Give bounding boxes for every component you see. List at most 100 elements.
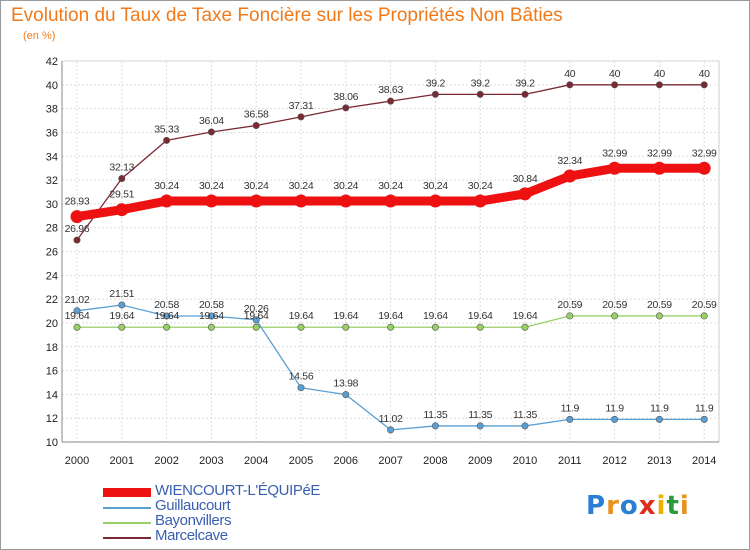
data-label: 11.35 xyxy=(468,409,492,421)
data-point xyxy=(297,384,305,392)
data-label: 14.56 xyxy=(289,371,314,383)
data-label: 20.59 xyxy=(602,299,627,311)
proxiti-logo: Proxiti xyxy=(586,491,690,521)
data-label: 39.2 xyxy=(471,77,491,89)
data-point xyxy=(697,161,711,175)
data-point xyxy=(384,194,398,208)
data-label: 19.64 xyxy=(468,310,493,322)
data-label: 36.58 xyxy=(244,109,269,121)
data-point xyxy=(655,312,663,320)
legend-label-wiencourt: WIENCOURT-L'ÉQUIPéE xyxy=(155,482,321,499)
data-point xyxy=(73,236,81,244)
x-tick-label: 2012 xyxy=(602,455,626,467)
data-label: 40 xyxy=(564,68,576,80)
data-label: 11.9 xyxy=(605,402,624,414)
data-label: 19.64 xyxy=(513,310,538,322)
x-tick-label: 2009 xyxy=(468,455,492,467)
x-tick-label: 2005 xyxy=(289,455,313,467)
data-label: 30.24 xyxy=(333,180,358,192)
data-point xyxy=(160,194,174,208)
data-label: 29.51 xyxy=(109,189,134,201)
data-label: 26.96 xyxy=(65,223,90,235)
x-tick-label: 2014 xyxy=(692,455,716,467)
data-label: 19.64 xyxy=(154,310,179,322)
chart-unit-label: (en %) xyxy=(23,30,56,42)
x-tick-label: 2001 xyxy=(110,455,134,467)
data-label: 30.84 xyxy=(513,173,538,185)
data-point xyxy=(118,175,126,183)
data-point xyxy=(297,323,305,331)
y-tick-label: 30 xyxy=(46,199,58,211)
legend-label-bayonvillers: Bayonvillers xyxy=(155,512,232,529)
data-label: 40 xyxy=(699,68,711,80)
data-point xyxy=(611,81,619,89)
data-label: 38.06 xyxy=(333,91,358,103)
y-tick-label: 22 xyxy=(46,294,58,306)
x-tick-label: 2011 xyxy=(558,455,582,467)
logo-letter: r xyxy=(606,491,620,521)
y-tick-label: 16 xyxy=(46,366,58,378)
data-point xyxy=(115,203,129,217)
data-label: 20.58 xyxy=(199,299,224,311)
data-point xyxy=(118,323,126,331)
data-label: 30.24 xyxy=(199,180,224,192)
data-label: 11.35 xyxy=(423,409,447,421)
y-tick-label: 26 xyxy=(46,247,58,259)
data-point xyxy=(563,169,577,183)
data-point xyxy=(611,415,619,423)
data-point xyxy=(566,415,574,423)
data-label: 11.35 xyxy=(513,409,537,421)
logo-letter: P xyxy=(586,491,607,521)
x-tick-label: 2000 xyxy=(65,455,89,467)
data-point xyxy=(70,210,84,224)
logo-letter: i xyxy=(656,491,667,521)
data-point xyxy=(252,323,260,331)
data-point xyxy=(652,161,666,175)
data-label: 32.13 xyxy=(109,162,134,174)
data-label: 30.24 xyxy=(244,180,269,192)
data-point xyxy=(73,323,81,331)
data-point xyxy=(387,426,395,434)
data-point xyxy=(207,128,215,136)
data-point xyxy=(431,422,439,430)
data-label: 20.59 xyxy=(557,299,582,311)
data-label: 39.2 xyxy=(515,77,535,89)
y-tick-label: 36 xyxy=(46,127,58,139)
data-point xyxy=(611,312,619,320)
y-tick-label: 24 xyxy=(46,270,58,282)
data-point xyxy=(521,323,529,331)
data-point xyxy=(249,194,263,208)
data-point xyxy=(339,194,353,208)
data-label: 21.51 xyxy=(109,288,134,300)
data-label: 11.9 xyxy=(695,402,714,414)
data-point xyxy=(608,161,622,175)
data-label: 19.64 xyxy=(378,310,403,322)
data-label: 30.24 xyxy=(468,180,493,192)
data-label: 36.04 xyxy=(199,115,224,127)
y-tick-label: 10 xyxy=(46,437,58,449)
y-tick-label: 32 xyxy=(46,175,58,187)
data-label: 19.64 xyxy=(333,310,358,322)
data-label: 20.58 xyxy=(154,299,179,311)
legend-swatch-guillaucourt xyxy=(103,507,151,509)
data-label: 32.99 xyxy=(647,147,672,159)
y-tick-label: 34 xyxy=(46,151,58,163)
data-point xyxy=(163,323,171,331)
data-point xyxy=(342,391,350,399)
data-point xyxy=(700,312,708,320)
data-point xyxy=(387,97,395,105)
data-point xyxy=(566,312,574,320)
data-label: 32.34 xyxy=(557,155,582,167)
data-label: 30.24 xyxy=(289,180,314,192)
data-point xyxy=(476,422,484,430)
x-tick-label: 2002 xyxy=(154,455,178,467)
y-tick-label: 28 xyxy=(46,223,58,235)
logo-letter: o xyxy=(619,491,639,521)
legend-swatch-bayonvillers xyxy=(103,522,151,524)
logo-letter: t xyxy=(666,491,680,521)
x-tick-label: 2003 xyxy=(199,455,223,467)
legend-label-guillaucourt: Guillaucourt xyxy=(155,497,231,514)
y-tick-label: 20 xyxy=(46,318,58,330)
data-label: 19.64 xyxy=(199,310,224,322)
